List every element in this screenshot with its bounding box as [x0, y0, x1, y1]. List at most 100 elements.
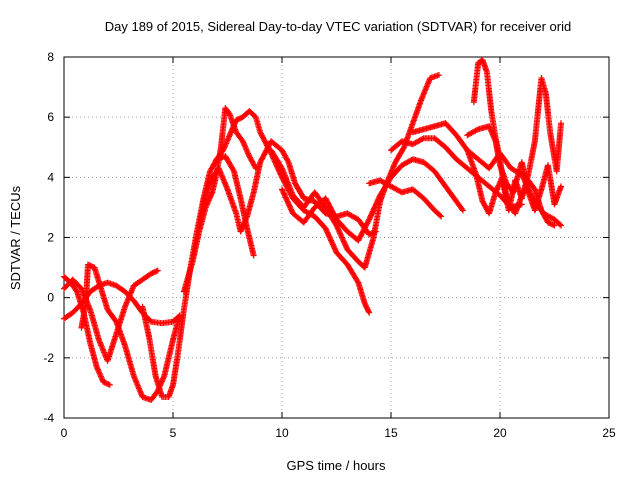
data-point [148, 270, 155, 277]
data-point [369, 208, 376, 215]
data-point [368, 212, 375, 219]
data-point [556, 221, 563, 228]
data-point [338, 234, 345, 241]
data-point [374, 197, 381, 204]
y-tick-label: 8 [47, 50, 54, 64]
data-point [419, 135, 426, 142]
data-point [342, 242, 349, 249]
series-track-8 [213, 108, 373, 316]
data-point [328, 238, 335, 245]
data-point [325, 230, 332, 237]
y-tick-label: 0 [47, 291, 54, 305]
data-point [257, 157, 264, 164]
series-track-3 [61, 279, 183, 327]
data-point [258, 156, 265, 163]
data-point [329, 240, 336, 247]
data-point [435, 72, 442, 79]
data-point [340, 237, 347, 244]
data-point [326, 233, 333, 240]
data-point [257, 159, 264, 166]
data-point [328, 205, 335, 212]
data-point [328, 207, 335, 214]
data-point [459, 207, 466, 214]
data-point [366, 216, 373, 223]
data-point [264, 142, 271, 149]
data-point [288, 207, 295, 214]
data-point [360, 226, 367, 233]
data-point [550, 221, 557, 228]
data-point [261, 138, 268, 145]
data-point [325, 232, 332, 239]
data-point [364, 220, 371, 227]
data-point [370, 207, 377, 214]
data-point [323, 226, 330, 233]
data-point [84, 261, 91, 268]
data-point [260, 135, 267, 142]
y-tick-label: 2 [47, 231, 54, 245]
data-point [257, 129, 264, 136]
data-point [331, 212, 338, 219]
data-point [322, 225, 329, 232]
data-point [326, 201, 333, 208]
data-point [544, 219, 551, 226]
x-axis-label: GPS time / hours [287, 458, 386, 473]
data-point [362, 224, 369, 231]
data-point [334, 223, 341, 230]
data-point [102, 380, 109, 387]
data-point [286, 203, 293, 210]
data-point [371, 204, 378, 211]
data-point [551, 222, 558, 229]
data-point [150, 269, 157, 276]
data-point [326, 234, 333, 241]
data-point [262, 139, 269, 146]
data-point [327, 204, 334, 211]
series-track-15 [470, 57, 565, 214]
data-point [363, 221, 370, 228]
data-point [336, 229, 343, 236]
data-point [105, 381, 112, 388]
data-point [340, 238, 347, 245]
data-point [263, 141, 270, 148]
data-point [258, 131, 265, 138]
data-point [257, 130, 264, 137]
data-point [332, 213, 339, 220]
data-point [357, 233, 364, 240]
data-point [281, 191, 288, 198]
data-point [234, 116, 241, 123]
data-point [322, 195, 329, 202]
data-point [237, 115, 244, 122]
data-point [368, 211, 375, 218]
data-point [335, 226, 342, 233]
data-point [325, 200, 332, 207]
series-track-11 [366, 177, 445, 220]
data-point [374, 199, 381, 206]
data-point [288, 206, 295, 213]
data-point [372, 203, 379, 210]
data-point [250, 252, 257, 259]
data-point [473, 126, 480, 133]
x-tick-label: 15 [384, 426, 398, 440]
x-tick-label: 5 [170, 426, 177, 440]
data-point [323, 198, 330, 205]
data-point [329, 208, 336, 215]
data-point [149, 269, 156, 276]
x-tick-label: 20 [493, 426, 507, 440]
data-point [284, 198, 291, 205]
data-point [355, 237, 362, 244]
data-point [261, 137, 268, 144]
data-point [153, 268, 160, 275]
data-point [365, 308, 372, 315]
data-point [367, 230, 374, 237]
x-tick-label: 10 [275, 426, 289, 440]
chart-title: Day 189 of 2015, Sidereal Day-to-day VTE… [105, 19, 572, 34]
data-point [112, 317, 119, 324]
series-track-16 [464, 147, 558, 229]
data-point [286, 202, 293, 209]
data-point [530, 185, 537, 192]
data-point [547, 220, 554, 227]
data-point [558, 183, 565, 190]
data-point [358, 230, 365, 237]
data-point [338, 233, 345, 240]
data-point [330, 209, 337, 216]
data-point [285, 201, 292, 208]
